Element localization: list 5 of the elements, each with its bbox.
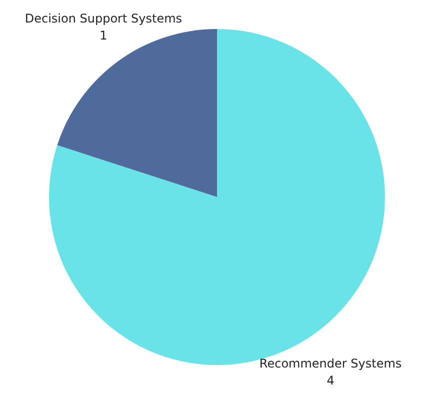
data-label: 4 <box>326 373 334 388</box>
slice-label: Decision Support Systems <box>24 12 182 26</box>
data-label: 1 <box>100 28 108 43</box>
slice-label: Recommender Systems <box>259 356 402 370</box>
pie-slice <box>57 29 217 197</box>
